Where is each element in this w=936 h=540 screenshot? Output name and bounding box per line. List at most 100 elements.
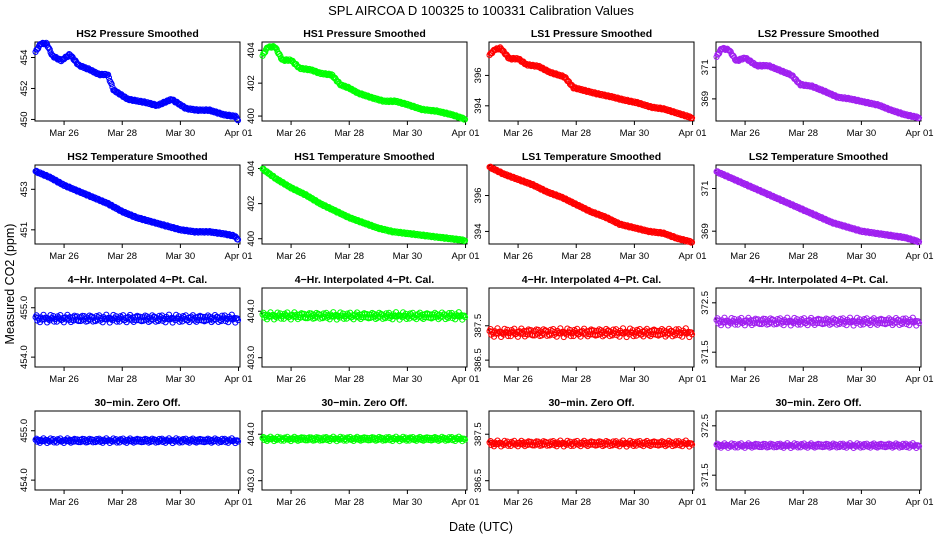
panel-hs1-row1: HS1 Pressure Smoothed Mar 26 Mar 28 Mar 30 A… bbox=[246, 28, 480, 139]
data-point bbox=[234, 438, 242, 445]
y-tick-label: 400 bbox=[246, 231, 257, 247]
data-point bbox=[533, 62, 540, 69]
x-tick-label: Mar 28 bbox=[788, 374, 818, 385]
data-point bbox=[234, 236, 242, 243]
data-point bbox=[489, 439, 496, 446]
plot-frame bbox=[488, 410, 695, 491]
x-axis-label: Date (UTC) bbox=[449, 520, 513, 534]
x-tick-label: Mar 28 bbox=[107, 128, 137, 139]
figure-title: SPL AIRCOA D 100325 to 100331 Calibratio… bbox=[328, 3, 634, 18]
y-tick-label: 404 bbox=[246, 161, 257, 177]
panel-ls2-row2: LS2 Temperature Smoothed Mar 26 Mar 28 Mar … bbox=[700, 151, 934, 262]
data-point bbox=[461, 435, 468, 442]
x-tick-label: Mar 26 bbox=[49, 251, 79, 262]
plot-frame bbox=[34, 164, 241, 245]
x-tick-label: Apr 01 bbox=[225, 128, 253, 139]
data-point bbox=[289, 435, 296, 442]
data-points bbox=[259, 433, 469, 445]
data-points bbox=[259, 165, 469, 245]
x-tick-label: Mar 28 bbox=[561, 128, 591, 139]
plot-frame bbox=[34, 410, 241, 491]
y-axis-label: Measured CO2 (ppm) bbox=[3, 224, 17, 345]
x-tick-label: Mar 28 bbox=[334, 128, 364, 139]
y-tick-label: 404 bbox=[246, 42, 257, 58]
panel-ls1-row3: 4−Hr. Interpolated 4−Pt. Cal. Mar 26 Mar 2… bbox=[473, 274, 707, 385]
data-point bbox=[191, 317, 198, 324]
panel-title: 4−Hr. Interpolated 4−Pt. Cal. bbox=[295, 274, 435, 286]
y-tick-label: 394 bbox=[473, 98, 484, 114]
data-point bbox=[352, 216, 359, 223]
x-tick-label: Mar 30 bbox=[847, 251, 877, 262]
x-tick-label: Mar 28 bbox=[334, 374, 364, 385]
data-point bbox=[105, 71, 112, 78]
data-point bbox=[180, 313, 187, 320]
plot-frame bbox=[488, 287, 695, 368]
x-tick-label: Mar 26 bbox=[276, 497, 306, 508]
panel-title: LS2 Pressure Smoothed bbox=[758, 28, 879, 40]
y-tick-label: 453 bbox=[19, 181, 30, 197]
data-point bbox=[461, 116, 469, 123]
panel-ls1-row1: LS1 Pressure Smoothed Mar 26 Mar 28 Mar 30 A… bbox=[473, 28, 707, 139]
y-tick-label: 387.5 bbox=[473, 422, 484, 446]
y-tick-label: 454 bbox=[19, 50, 30, 66]
data-point bbox=[567, 333, 575, 340]
data-point bbox=[715, 51, 722, 58]
data-point bbox=[551, 439, 559, 447]
plot-frame bbox=[715, 410, 922, 491]
panel-title: 4−Hr. Interpolated 4−Pt. Cal. bbox=[68, 274, 208, 286]
x-tick-label: Apr 01 bbox=[679, 128, 707, 139]
x-tick-label: Apr 01 bbox=[452, 497, 480, 508]
data-points bbox=[713, 314, 923, 329]
panel-title: 4−Hr. Interpolated 4−Pt. Cal. bbox=[522, 274, 662, 286]
data-point bbox=[915, 238, 923, 245]
data-point bbox=[606, 333, 613, 340]
data-points bbox=[32, 167, 242, 243]
x-tick-label: Mar 26 bbox=[503, 251, 533, 262]
x-tick-label: Mar 28 bbox=[107, 374, 137, 385]
data-point bbox=[688, 331, 696, 338]
x-tick-label: Mar 30 bbox=[393, 128, 423, 139]
x-tick-label: Apr 01 bbox=[225, 251, 253, 262]
data-point bbox=[306, 65, 313, 73]
x-tick-label: Mar 26 bbox=[730, 497, 760, 508]
data-point bbox=[664, 106, 671, 113]
data-point bbox=[215, 318, 222, 325]
data-points bbox=[259, 43, 469, 123]
x-tick-label: Apr 01 bbox=[679, 251, 707, 262]
plot-frame bbox=[34, 287, 241, 368]
data-point bbox=[325, 70, 332, 77]
y-tick-label: 452 bbox=[19, 81, 30, 97]
data-point bbox=[371, 94, 378, 102]
data-point bbox=[461, 314, 469, 321]
x-tick-label: Mar 26 bbox=[276, 374, 306, 385]
y-tick-label: 404.0 bbox=[246, 422, 257, 446]
x-tick-label: Mar 28 bbox=[561, 374, 591, 385]
data-point bbox=[915, 442, 922, 449]
y-tick-label: 404.0 bbox=[246, 299, 257, 323]
panel-title: LS1 Pressure Smoothed bbox=[531, 28, 652, 40]
y-tick-label: 386.5 bbox=[473, 469, 484, 493]
x-tick-label: Apr 01 bbox=[452, 128, 480, 139]
x-tick-label: Mar 26 bbox=[730, 374, 760, 385]
x-tick-label: Mar 28 bbox=[561, 497, 591, 508]
y-tick-label: 402 bbox=[246, 196, 257, 212]
panel-title: 30−min. Zero Off. bbox=[321, 397, 407, 409]
data-point bbox=[915, 114, 923, 122]
data-point bbox=[634, 326, 641, 333]
panel-ls1-row2: LS1 Temperature Smoothed Mar 26 Mar 28 Mar … bbox=[473, 151, 707, 262]
y-tick-label: 372.5 bbox=[700, 291, 711, 315]
x-tick-label: Apr 01 bbox=[452, 374, 480, 385]
x-tick-label: Mar 30 bbox=[166, 374, 196, 385]
panel-hs1-row3: 4−Hr. Interpolated 4−Pt. Cal. Mar 26 Mar 2… bbox=[246, 274, 480, 385]
data-point bbox=[461, 436, 469, 443]
x-tick-label: Mar 26 bbox=[49, 128, 79, 139]
data-point bbox=[726, 47, 733, 54]
plot-frame bbox=[488, 164, 695, 245]
x-tick-label: Mar 30 bbox=[393, 251, 423, 262]
x-tick-label: Mar 26 bbox=[276, 128, 306, 139]
panel-hs2-row2: HS2 Temperature Smoothed Mar 26 Mar 28 Mar … bbox=[19, 151, 253, 262]
x-tick-label: Mar 26 bbox=[503, 497, 533, 508]
plot-frame bbox=[488, 41, 695, 122]
plot-frame bbox=[261, 410, 468, 491]
plot-frame bbox=[715, 287, 922, 368]
